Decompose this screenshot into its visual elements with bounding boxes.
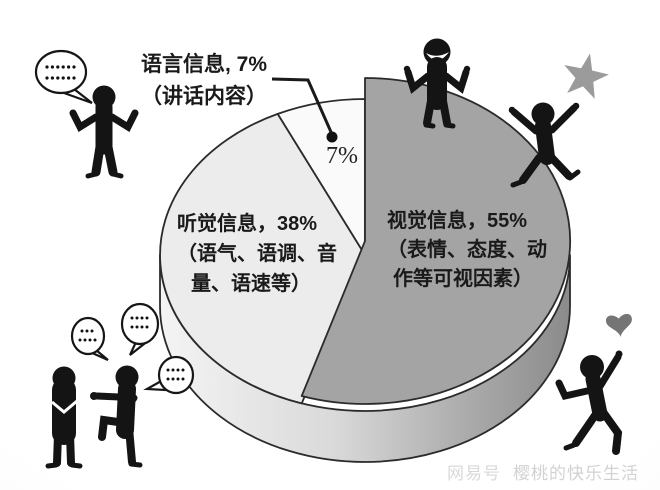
speech-dots-icon [166,368,185,381]
speech-dots-icon [78,329,97,342]
verbal-label-line1: 语言信息, 7% [141,53,268,76]
figure-jumping-person [508,102,581,188]
figure-thumbs-up-person [403,38,471,129]
pie-slice-auditory [159,113,366,405]
auditory-label-line3: 量、语速等） [191,273,311,295]
star-icon [564,53,609,99]
pie-chart [159,77,572,463]
crossed-arms-outline [51,399,78,414]
speech-bubble-left [70,316,109,362]
figure-shrugging-person [69,85,139,179]
speech-bubble-middle [120,302,160,356]
verbal-slice-label: 语言信息, 7% （讲话内容） [141,49,267,113]
smile-icon [426,52,449,61]
verbal-label-line2: （讲话内容） [141,85,267,108]
speech-bubble-top-left [34,49,93,105]
callout-line [271,77,333,133]
visual-slice-label: 视觉信息，55% （表情、态度、动 作等可视因素） [387,207,547,294]
figure-dancing-person [555,350,623,455]
watermark-author: 樱桃的快乐生活 [513,464,639,483]
verbal-percent-label: 7% [326,143,358,169]
verbal-callout [271,77,338,143]
watermark: 网易号 樱桃的快乐生活 [447,459,639,484]
figure-speaker-gesturing [90,365,143,468]
heart-icon [606,313,632,337]
auditory-label-line1: 听觉信息，38% [177,213,318,235]
auditory-label-line2: （语气、语调、音 [177,243,337,265]
figure-listener-crossed-arms [45,366,83,469]
speech-dots-icon [130,316,149,329]
callout-dot [326,131,338,143]
watermark-platform: 网易号 [447,464,501,483]
speech-dots-icon [45,65,76,80]
speech-bubble-right [143,355,195,395]
visual-label-line3: 作等可视因素） [393,268,533,290]
pie-slice-visual [300,77,572,405]
visual-label-line2: （表情、态度、动 [387,239,547,261]
auditory-slice-label: 听觉信息，38% （语气、语调、音 量、语速等） [177,209,337,299]
visual-label-line1: 视觉信息，55% [387,210,528,232]
